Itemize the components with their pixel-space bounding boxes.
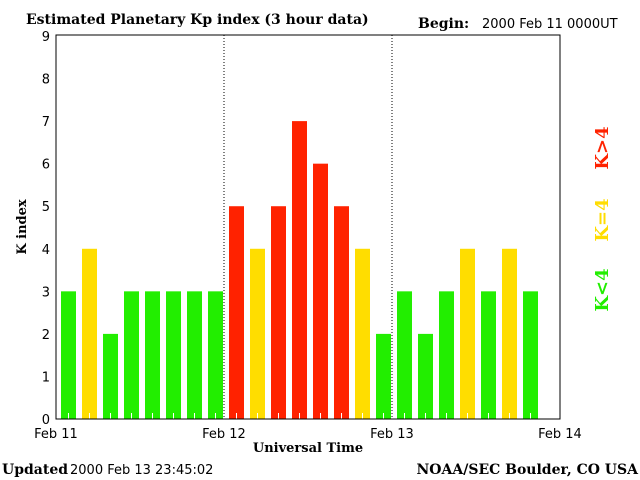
chart-title: Estimated Planetary Kp index (3 hour dat… [26, 12, 369, 28]
kp-bar [292, 121, 307, 419]
kp-bar [481, 291, 496, 419]
kp-bar [229, 206, 244, 419]
source-credit: NOAA/SEC Boulder, CO USA [417, 462, 640, 478]
x-tick-label: Feb 13 [370, 427, 414, 442]
kp-bar [61, 291, 76, 419]
y-tick-label: 9 [42, 30, 50, 45]
y-tick-label: 2 [42, 328, 50, 343]
y-tick-label: 7 [42, 115, 50, 130]
kp-bar [82, 248, 97, 419]
legend-item: K=4 [592, 198, 613, 241]
updated-label: Updated [2, 462, 68, 478]
kp-bar [271, 206, 286, 419]
kp-bar [313, 163, 328, 419]
kp-bar [523, 291, 538, 419]
kp-bar [376, 333, 391, 419]
x-tick-label: Feb 12 [202, 427, 246, 442]
plot-frame [55, 34, 561, 420]
updated-value: 2000 Feb 13 23:45:02 [70, 463, 213, 478]
kp-bar [166, 291, 181, 419]
kp-bar [103, 333, 118, 419]
kp-bar [355, 248, 370, 419]
kp-bar [502, 248, 517, 419]
kp-bar [397, 291, 412, 419]
kp-bar [439, 291, 454, 419]
y-axis-label: K index [15, 199, 30, 255]
y-tick-label: 8 [42, 73, 50, 88]
begin-value: 2000 Feb 11 0000UT [482, 17, 618, 32]
y-tick-label: 3 [42, 285, 50, 300]
kp-bar [145, 291, 160, 419]
kp-bar [460, 248, 475, 419]
kp-bar [187, 291, 202, 419]
kp-bar [250, 248, 265, 419]
x-tick-label: Feb 11 [34, 427, 78, 442]
kp-bar [334, 206, 349, 419]
y-tick-label: 1 [42, 370, 50, 385]
y-tick-label: 6 [42, 158, 50, 173]
legend-item: K<4 [592, 268, 613, 311]
y-tick-label: 0 [42, 413, 50, 428]
x-tick-label: Feb 14 [538, 427, 582, 442]
kp-bar [124, 291, 139, 419]
x-axis-label: Universal Time [253, 441, 363, 456]
y-tick-label: 5 [42, 200, 50, 215]
kp-bar [418, 333, 433, 419]
begin-label: Begin: [418, 16, 469, 32]
y-tick-label: 4 [42, 243, 50, 258]
kp-bar [208, 291, 223, 419]
legend-item: K>4 [592, 126, 613, 169]
